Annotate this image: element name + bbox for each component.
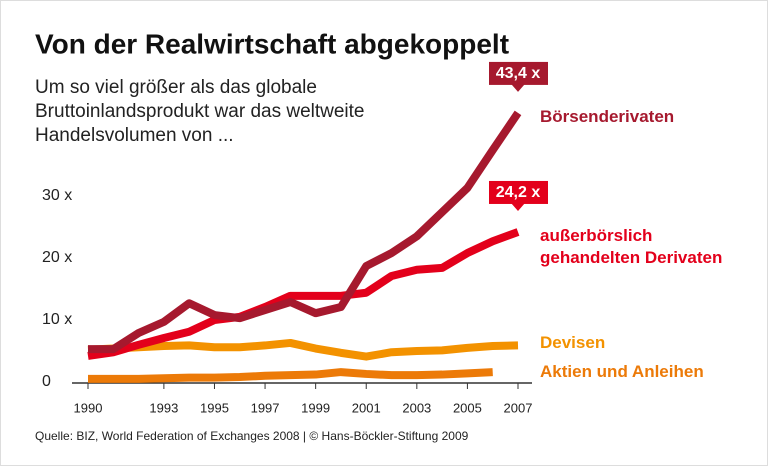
subtitle: Bruttoinlandsprodukt war das weltweite: [35, 101, 365, 122]
subtitle: Um so viel größer als das globale: [35, 77, 317, 98]
x-tick-label: 1990: [74, 400, 103, 415]
subtitle: Handelsvolumen von ...: [35, 125, 234, 146]
series-label: Börsenderivaten: [540, 107, 675, 126]
y-tick-label: 20 x: [42, 249, 72, 266]
series-label: außerbörslich gehandelten Derivaten: [540, 226, 723, 267]
x-tick-label: 1997: [251, 400, 280, 415]
x-tick-label: 1999: [301, 400, 330, 415]
value-label-pointer: [511, 202, 525, 211]
chart-title: Von der Realwirtschaft abgekoppelt: [35, 28, 509, 59]
series-label: Aktien und Anleihen: [540, 362, 704, 381]
x-tick-label: 2001: [352, 400, 381, 415]
value-label-box: [489, 180, 548, 204]
x-tick-label: 2003: [402, 400, 431, 415]
y-tick-label: 10 x: [42, 311, 72, 328]
value-label-box: [489, 61, 548, 85]
series-line: [88, 368, 493, 383]
x-tick-label: 1993: [149, 400, 178, 415]
x-tick-label: 2005: [453, 400, 482, 415]
series-line: [88, 110, 522, 354]
value-label: 24,2 x: [496, 184, 541, 201]
y-tick-label: 0: [42, 373, 51, 390]
source: Quelle: BIZ, World Federation of Exchang…: [35, 429, 469, 443]
value-label: 43,4 x: [496, 65, 541, 82]
x-tick-label: 2007: [504, 400, 533, 415]
series-line: [87, 338, 519, 361]
value-label-pointer: [511, 83, 525, 92]
series-label: Devisen: [540, 333, 606, 352]
y-tick-label: 30 x: [42, 187, 72, 204]
x-tick-label: 1995: [200, 400, 229, 415]
series-line: [87, 228, 520, 360]
